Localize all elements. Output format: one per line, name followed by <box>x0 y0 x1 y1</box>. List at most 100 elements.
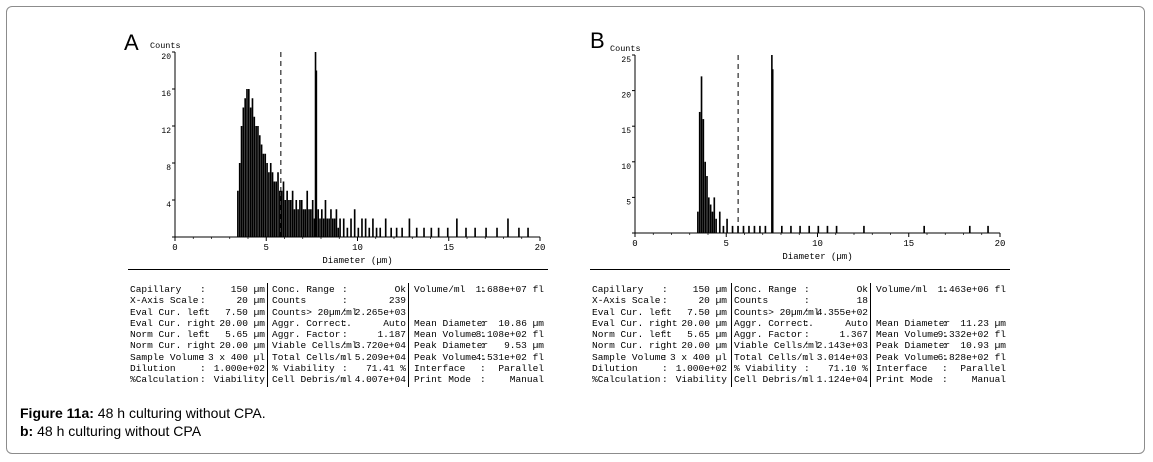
x-tick-label: 15 <box>903 239 914 249</box>
stat-colon: : <box>200 363 206 375</box>
histogram-bar <box>713 197 716 233</box>
stat-colon: : <box>662 284 668 295</box>
stat-label: Aggr. Correct. <box>734 317 814 329</box>
stat-label: X-Axis Scale <box>592 295 661 307</box>
stat-row: Viable Cells/ml:3.720e+04 <box>272 340 406 351</box>
stat-value: 6.828e+02 fl <box>937 351 1006 363</box>
y-tick-label: 16 <box>161 90 171 99</box>
histogram-bar <box>350 218 352 237</box>
histogram-bar <box>238 163 241 237</box>
stat-colon: : <box>942 329 948 341</box>
stat-row: Counts: 18 <box>734 295 868 306</box>
stat-label: Total Cells/ml <box>734 351 814 363</box>
panel-b-stats-col3: Volume/ml:1.463e+06 fl Mean Diameter:11.2… <box>876 284 1006 386</box>
histogram-bar <box>268 172 270 237</box>
stat-row: Conc. Range: Ok <box>734 284 868 295</box>
y-tick-label: 5 <box>626 198 631 207</box>
histogram-bar <box>289 200 292 237</box>
stat-row: Sample Volume:3 x 400 µl <box>130 352 265 363</box>
stat-value: 20.00 µm <box>681 340 727 352</box>
stat-label: Viable Cells/ml <box>734 340 820 352</box>
stat-value: 150 µm <box>692 284 727 295</box>
histogram-bar <box>357 227 360 237</box>
histogram-bar <box>748 225 750 233</box>
histogram-bar <box>335 209 338 237</box>
stat-value: 10.93 µm <box>960 340 1006 352</box>
stat-value: Viability <box>213 374 265 386</box>
stat-value: 5.209e+04 <box>354 351 406 363</box>
stat-label: Counts <box>272 295 307 307</box>
y-tick-label: 10 <box>621 163 631 172</box>
stat-value: 1.367 <box>839 329 868 341</box>
stat-row: Peak Diameter:10.93 µm <box>876 340 1006 351</box>
stat-value: Viability <box>675 374 727 386</box>
stat-label: Eval Cur. right <box>130 317 216 329</box>
stat-label: Norm Cur. right <box>592 340 678 352</box>
stat-label: Aggr. Factor <box>734 329 803 341</box>
histogram-bar <box>485 227 487 237</box>
chart-a: 4 8 12 16 20 0 5 10 15 20 Counts Diameter (µm) <box>150 41 545 265</box>
histogram-bar <box>384 218 387 237</box>
histogram-bar <box>700 76 703 233</box>
histogram-bar <box>430 227 433 237</box>
stat-label: Mean Diameter <box>876 317 951 329</box>
panel-a-stats-col1: Capillary:150 µm X-Axis Scale:20 µm Eval C… <box>130 284 265 386</box>
histogram-bar <box>507 218 509 237</box>
stat-label: Total Cells/ml <box>272 351 352 363</box>
x-tick-label: 10 <box>812 239 823 249</box>
histogram-bar <box>799 225 801 233</box>
panel-a-letter: A <box>124 30 139 55</box>
stat-colon: : <box>942 284 948 295</box>
histogram-bar <box>726 218 728 233</box>
stat-colon: : <box>480 340 486 352</box>
histogram-bar <box>260 144 263 237</box>
histogram-bar <box>237 190 239 237</box>
stat-label: Mean Volume <box>876 329 939 341</box>
stat-colon: : <box>942 351 948 363</box>
histogram-bar <box>328 218 330 237</box>
stat-value: Auto <box>845 317 868 329</box>
stat-label: Eval Cur. left <box>592 306 672 318</box>
stat-value: 11.23 µm <box>960 317 1006 329</box>
histogram-bar <box>368 227 371 237</box>
histogram-bar <box>923 225 925 233</box>
histogram-bar <box>264 153 267 237</box>
stat-value: 10.86 µm <box>498 317 544 329</box>
stat-row: %Calculation: Viability <box>130 374 265 385</box>
stat-label: Peak Volume <box>876 351 939 363</box>
stat-colon: : <box>662 363 668 375</box>
stat-value: Parallel <box>960 363 1006 375</box>
stat-row: Eval Cur. left: 7.50 µm <box>592 307 727 318</box>
stat-row: Volume/ml:1.463e+06 fl <box>876 284 1006 295</box>
x-tick-label: 5 <box>724 239 729 249</box>
histogram-bar <box>317 209 319 237</box>
histogram-bar <box>326 218 329 237</box>
stat-colon: : <box>342 363 348 375</box>
stat-row: Cell Debris/ml:4.007e+04 <box>272 374 406 385</box>
caption-2-text: 48 h culturing without CPA <box>33 423 202 439</box>
caption-line-2: b: 48 h culturing without CPA <box>20 423 201 439</box>
stat-value: 7.50 µm <box>687 306 727 318</box>
stat-colon: : <box>942 317 948 329</box>
stat-row: Eval Cur. left: 7.50 µm <box>130 307 265 318</box>
stat-colon: : <box>804 340 810 352</box>
stat-row: Aggr. Factor: 1.187 <box>272 329 406 340</box>
stat-row: Norm Cur. right: 20.00 µm <box>130 340 265 351</box>
histogram-bar <box>342 218 345 237</box>
stat-colon: : <box>200 351 206 363</box>
stat-label: Counts <box>734 295 769 307</box>
histogram-bar <box>275 181 278 237</box>
stat-value: 20.00 µm <box>219 340 265 352</box>
stat-row <box>414 295 544 306</box>
histogram-bar <box>375 227 378 237</box>
stat-value: 239 <box>388 295 406 307</box>
stat-value: 2.143e+03 <box>816 340 868 352</box>
stat-value: 20 µm <box>698 295 727 307</box>
histogram-bar <box>246 89 248 237</box>
stat-label: Aggr. Factor <box>272 329 341 341</box>
panel-b-stats-col1: Capillary:150 µm X-Axis Scale:20 µm Eval C… <box>592 284 727 386</box>
stat-value: 20.00 µm <box>681 317 727 329</box>
stat-row: Counts> 20µm/ml:4.355e+02 <box>734 307 868 318</box>
stat-value: 8.108e+02 fl <box>475 329 544 341</box>
stat-row: Mean Volume:9.332e+02 fl <box>876 329 1006 340</box>
